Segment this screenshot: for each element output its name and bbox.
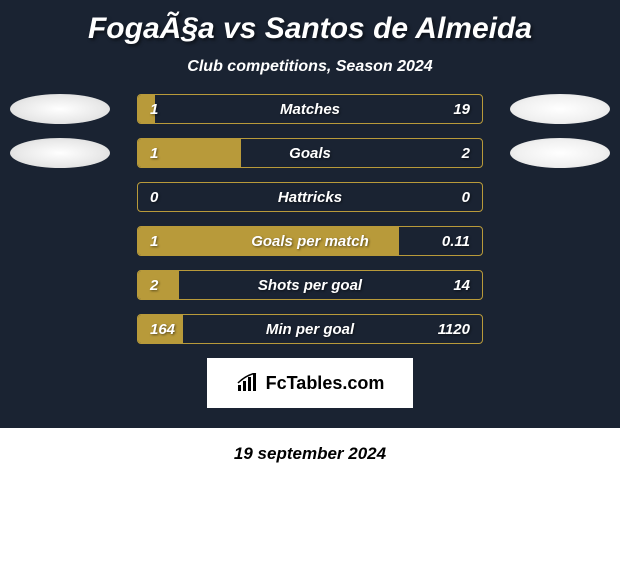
season-subtitle: Club competitions, Season 2024 — [0, 50, 620, 94]
stat-label: Goals — [138, 145, 482, 162]
fctables-logo-link[interactable]: FcTables.com — [207, 358, 413, 408]
page-title: FogaÃ§a vs Santos de Almeida — [0, 0, 620, 50]
stat-label: Hattricks — [138, 189, 482, 206]
stat-value-right: 14 — [453, 277, 470, 294]
stat-row: 1Matches19 — [0, 94, 620, 124]
stat-row: 164Min per goal1120 — [0, 314, 620, 344]
player-badge-left — [10, 138, 110, 168]
stat-bar: 1Goals per match0.11 — [137, 226, 483, 256]
stat-bar: 164Min per goal1120 — [137, 314, 483, 344]
stat-label: Shots per goal — [138, 277, 482, 294]
stat-bar: 1Goals2 — [137, 138, 483, 168]
player-badge-left — [10, 94, 110, 124]
stat-value-right: 2 — [462, 145, 470, 162]
player-badge-right — [510, 138, 610, 168]
stat-bar: 1Matches19 — [137, 94, 483, 124]
logo-text: FcTables.com — [266, 373, 385, 394]
stat-row: 1Goals2 — [0, 138, 620, 168]
stat-label: Min per goal — [138, 321, 482, 338]
stat-row: 2Shots per goal14 — [0, 270, 620, 300]
stat-value-right: 0 — [462, 189, 470, 206]
stat-label: Matches — [138, 101, 482, 118]
stat-bar: 0Hattricks0 — [137, 182, 483, 212]
stat-bar: 2Shots per goal14 — [137, 270, 483, 300]
stat-value-right: 19 — [453, 101, 470, 118]
stat-value-right: 0.11 — [442, 233, 470, 250]
stat-label: Goals per match — [138, 233, 482, 250]
stats-panel: FogaÃ§a vs Santos de Almeida Club compet… — [0, 0, 620, 428]
chart-icon — [236, 373, 260, 393]
date-label: 19 september 2024 — [0, 428, 620, 480]
stat-row: 1Goals per match0.11 — [0, 226, 620, 256]
player-badge-right — [510, 94, 610, 124]
stat-value-right: 1120 — [438, 321, 470, 338]
stat-row: 0Hattricks0 — [0, 182, 620, 212]
